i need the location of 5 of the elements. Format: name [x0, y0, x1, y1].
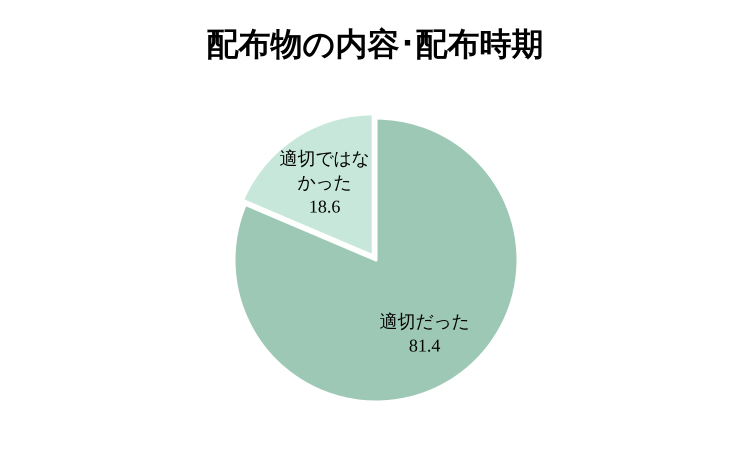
- data-label: 81.4: [408, 335, 440, 356]
- data-label: 18.6: [308, 196, 340, 216]
- chart-title: 配布物の内容･配布時期: [206, 25, 544, 63]
- slice-label: 適切だった: [380, 311, 470, 332]
- slice-label: 適切ではなかった: [280, 148, 370, 192]
